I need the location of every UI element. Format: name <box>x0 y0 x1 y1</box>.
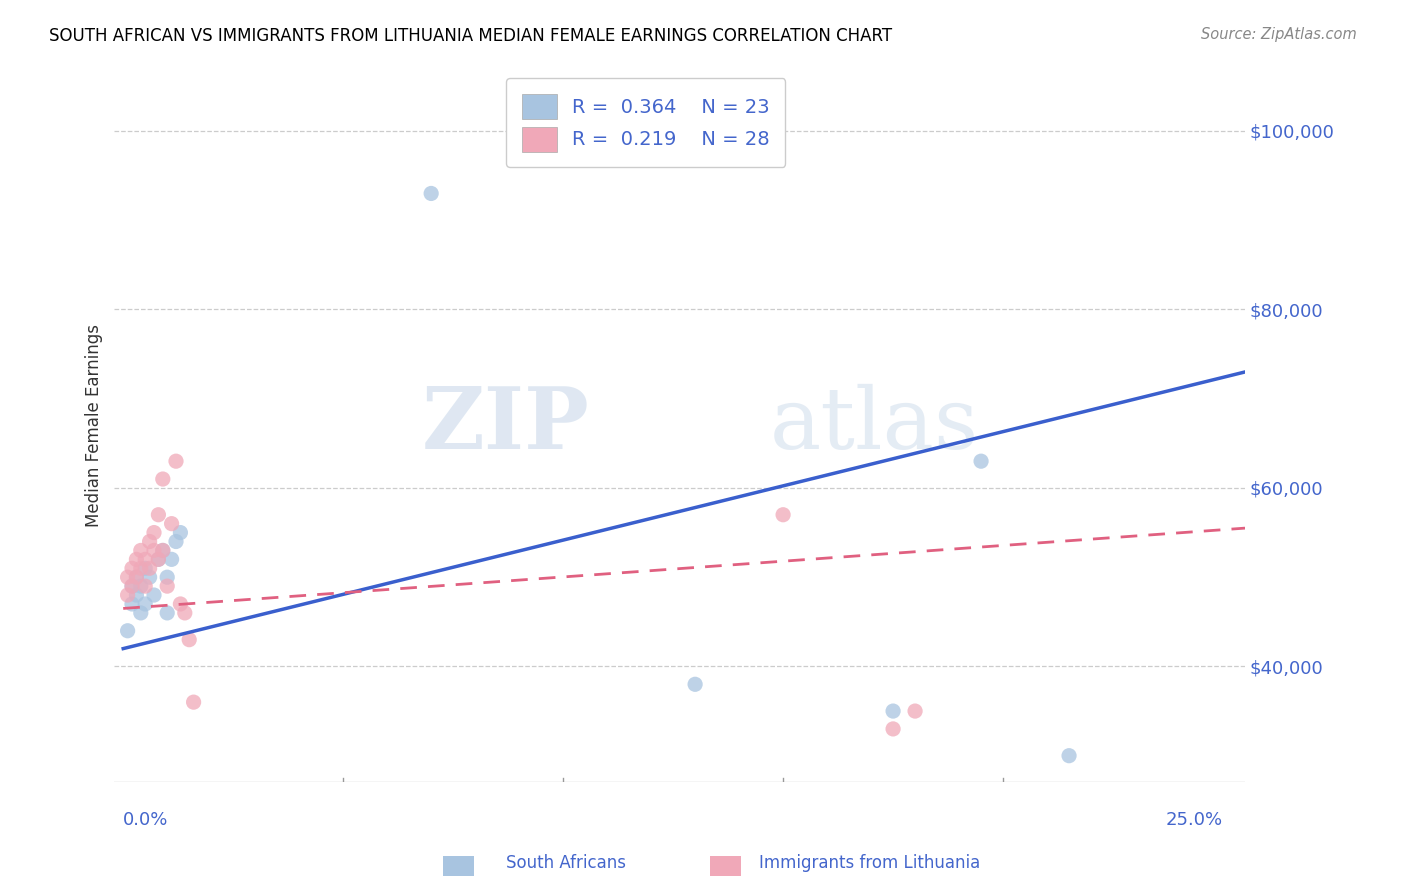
Point <box>129 543 152 558</box>
Point <box>143 543 166 558</box>
Point <box>183 695 205 709</box>
Point <box>156 570 179 584</box>
Text: atlas: atlas <box>770 384 980 467</box>
Point <box>121 597 143 611</box>
Text: South Africans: South Africans <box>506 854 626 871</box>
Point <box>152 472 174 486</box>
Point <box>160 516 183 531</box>
Point <box>121 561 143 575</box>
Point <box>156 606 179 620</box>
Point <box>134 597 156 611</box>
Point <box>683 677 706 691</box>
Text: Immigrants from Lithuania: Immigrants from Lithuania <box>759 854 980 871</box>
Point <box>173 606 195 620</box>
Point <box>125 570 148 584</box>
Text: SOUTH AFRICAN VS IMMIGRANTS FROM LITHUANIA MEDIAN FEMALE EARNINGS CORRELATION CH: SOUTH AFRICAN VS IMMIGRANTS FROM LITHUAN… <box>49 27 893 45</box>
Point <box>772 508 794 522</box>
Text: Source: ZipAtlas.com: Source: ZipAtlas.com <box>1201 27 1357 42</box>
Text: 0.0%: 0.0% <box>124 811 169 829</box>
Point <box>882 722 904 736</box>
Point <box>117 624 139 638</box>
Point <box>134 552 156 566</box>
Text: ZIP: ZIP <box>422 384 589 467</box>
Point <box>129 561 152 575</box>
Point <box>165 534 187 549</box>
Point <box>129 606 152 620</box>
Point <box>156 579 179 593</box>
Point <box>121 579 143 593</box>
Point <box>148 552 170 566</box>
Point <box>143 525 166 540</box>
Point <box>148 508 170 522</box>
Point <box>882 704 904 718</box>
Point <box>125 588 148 602</box>
Point <box>179 632 201 647</box>
Point <box>148 552 170 566</box>
Point <box>117 570 139 584</box>
Point <box>970 454 993 468</box>
Point <box>121 579 143 593</box>
Point <box>125 570 148 584</box>
Point <box>1057 748 1080 763</box>
Point <box>138 561 160 575</box>
Point <box>165 454 187 468</box>
Text: 25.0%: 25.0% <box>1166 811 1223 829</box>
Point <box>134 579 156 593</box>
Point <box>169 597 191 611</box>
Point <box>143 588 166 602</box>
Point <box>904 704 927 718</box>
Legend: R =  0.364    N = 23, R =  0.219    N = 28: R = 0.364 N = 23, R = 0.219 N = 28 <box>506 78 786 167</box>
Point <box>117 588 139 602</box>
Point <box>134 561 156 575</box>
Point <box>138 570 160 584</box>
Point <box>152 543 174 558</box>
Point <box>152 543 174 558</box>
Point <box>420 186 443 201</box>
Point <box>169 525 191 540</box>
Point <box>125 552 148 566</box>
Point <box>138 534 160 549</box>
Y-axis label: Median Female Earnings: Median Female Earnings <box>86 324 103 527</box>
Point <box>129 579 152 593</box>
Point <box>160 552 183 566</box>
